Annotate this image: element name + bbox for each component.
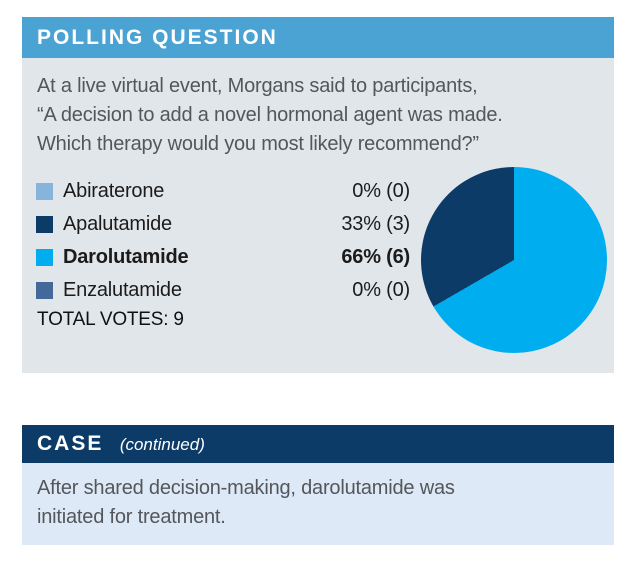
poll-question-line: “A decision to add a novel hormonal agen… [37, 104, 503, 126]
legend-label: Abiraterone [63, 180, 165, 202]
legend-label: Darolutamide [63, 246, 189, 268]
case-text-line: initiated for treatment. [37, 506, 226, 528]
case-body: After shared decision-making, darolutami… [22, 463, 614, 545]
case-header-bar: CASE (continued) [22, 425, 614, 463]
case-title: CASE [37, 432, 104, 455]
poll-question-line: At a live virtual event, Morgans said to… [37, 75, 478, 97]
poll-question: At a live virtual event, Morgans said to… [37, 72, 503, 159]
legend-row-2: Darolutamide 66% (6) [36, 241, 410, 274]
legend-row-1: Apalutamide 33% (3) [36, 208, 410, 241]
case-section: CASE (continued) After shared decision-m… [22, 425, 614, 545]
poll-question-line: Which therapy would you most likely reco… [37, 133, 479, 155]
legend-value: 0% (0) [352, 279, 410, 301]
polling-header-bar: POLLING QUESTION [22, 17, 614, 58]
total-votes: TOTAL VOTES: 9 [37, 309, 184, 330]
case-text: After shared decision-making, darolutami… [37, 474, 599, 532]
legend-swatch-icon [36, 249, 53, 266]
legend-row-3: Enzalutamide 0% (0) [36, 274, 410, 307]
legend-swatch-icon [36, 183, 53, 200]
legend-swatch-icon [36, 216, 53, 233]
legend-value: 66% (6) [341, 246, 410, 268]
polling-section: POLLING QUESTION At a live virtual event… [22, 17, 614, 373]
pie-chart [421, 167, 607, 353]
polling-title: POLLING QUESTION [37, 25, 278, 49]
case-text-line: After shared decision-making, darolutami… [37, 477, 455, 499]
poll-legend: Abiraterone 0% (0) Apalutamide 33% (3) D… [36, 175, 410, 307]
legend-row-0: Abiraterone 0% (0) [36, 175, 410, 208]
legend-value: 0% (0) [352, 180, 410, 202]
legend-swatch-icon [36, 282, 53, 299]
polling-body: At a live virtual event, Morgans said to… [22, 58, 614, 373]
legend-label: Enzalutamide [63, 279, 182, 301]
legend-value: 33% (3) [341, 213, 410, 235]
legend-label: Apalutamide [63, 213, 172, 235]
case-continued-label: (continued) [119, 435, 205, 454]
